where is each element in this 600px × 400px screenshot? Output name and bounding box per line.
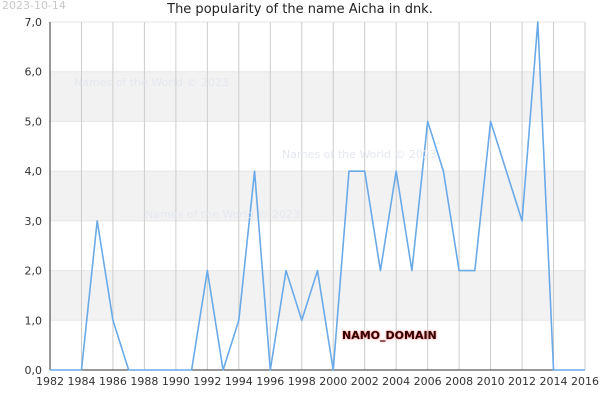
series-line <box>50 21 585 371</box>
x-tick-label: 2002 <box>351 375 379 388</box>
y-tick-label: 4,0 <box>25 165 43 178</box>
x-tick-label: 1994 <box>225 375 253 388</box>
x-tick-label: 2014 <box>540 375 568 388</box>
x-tick-label: 1986 <box>99 375 127 388</box>
x-tick-label: 2008 <box>445 375 473 388</box>
y-tick-label: 0,0 <box>25 364 43 377</box>
x-tick-label: 1996 <box>256 375 284 388</box>
chart-title: The popularity of the name Aicha in dnk. <box>167 2 433 17</box>
vertical-gridlines <box>49 21 586 371</box>
y-tick-label: 7,0 <box>25 16 43 29</box>
x-tick-label: 2000 <box>319 375 347 388</box>
x-tick-label: 2004 <box>382 375 410 388</box>
date-stamp: 2023-10-14 <box>2 0 66 12</box>
x-tick-label: 1990 <box>162 375 190 388</box>
x-tick-labels: 1982 1984 1986 1988 1990 1992 1994 1996 1998 2000… <box>36 375 599 388</box>
y-tick-label: 3,0 <box>25 215 43 228</box>
watermark-3: Names of the World © 2023 <box>145 208 300 221</box>
y-tick-label: 1,0 <box>25 314 43 327</box>
x-tick-label: 1998 <box>288 375 316 388</box>
x-tick-label: 1992 <box>193 375 221 388</box>
y-tick-label: 2,0 <box>25 265 43 278</box>
y-tick-label: 6,0 <box>25 66 43 79</box>
plot-bands <box>50 71 585 321</box>
x-tick-label: 1988 <box>130 375 158 388</box>
series-aicha <box>50 21 585 371</box>
y-tick-label: 5,0 <box>25 115 43 128</box>
y-tick-labels: 0,0 1,0 2,0 3,0 4,0 5,0 6,0 7,0 <box>25 16 43 377</box>
x-tick-label: 2010 <box>477 375 505 388</box>
domain-label: NAMO_DOMAIN <box>342 329 437 342</box>
watermark-1: Names of the World © 2023 <box>74 76 229 89</box>
x-tick-label: 1982 <box>36 375 64 388</box>
x-tick-label: 2016 <box>571 375 599 388</box>
plot-band <box>50 71 585 122</box>
x-tick-label: 2006 <box>414 375 442 388</box>
x-tick-label: 2012 <box>508 375 536 388</box>
plot-band <box>50 171 585 221</box>
plot-band <box>50 270 585 321</box>
watermark-2: Names of the World © 2023 <box>282 148 437 161</box>
x-tick-label: 1984 <box>67 375 95 388</box>
